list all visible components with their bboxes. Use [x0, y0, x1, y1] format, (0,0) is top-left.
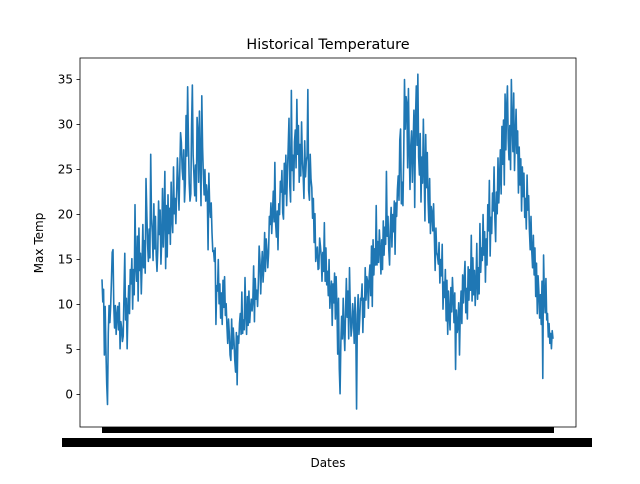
- y-tick-label: 10: [58, 298, 73, 312]
- x-tick-label-band: [62, 438, 592, 447]
- axes-frame: [79, 57, 577, 428]
- x-axis: [62, 427, 592, 447]
- y-axis-label: Max Temp: [32, 213, 46, 274]
- y-axis: 0 5 10 15 20 25 30 35: [58, 73, 80, 402]
- y-tick-label: 25: [58, 163, 73, 177]
- y-tick-label: 20: [58, 208, 73, 222]
- x-axis-label: Dates: [311, 456, 346, 470]
- y-tick-label: 30: [58, 118, 73, 132]
- chart-title: Historical Temperature: [246, 37, 409, 53]
- x-tick-marks-band: [102, 427, 554, 433]
- y-tick-label: 5: [65, 343, 73, 357]
- y-tick-label: 15: [58, 253, 73, 267]
- y-tick-label: 0: [65, 388, 73, 402]
- plot-area: [101, 73, 554, 410]
- y-tick-label: 35: [58, 73, 73, 87]
- temperature-series-line: [101, 73, 554, 410]
